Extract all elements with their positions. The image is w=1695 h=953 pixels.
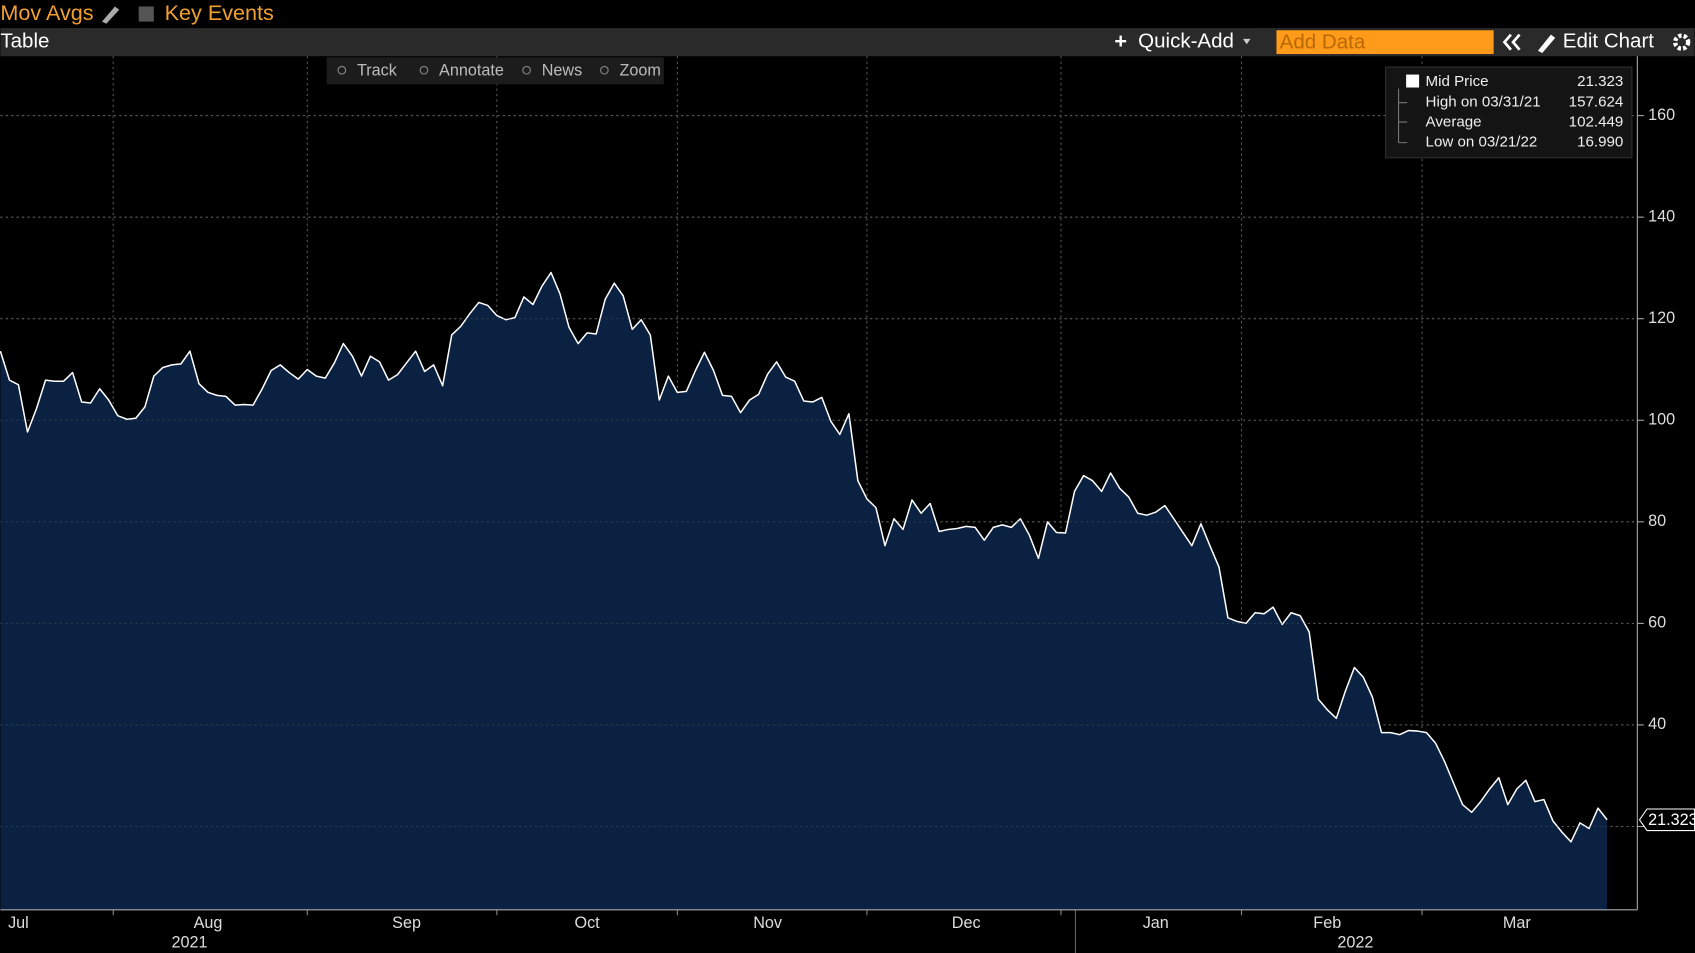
y-tick-label: 160 (1648, 106, 1675, 124)
x-tick-label: Feb (1313, 914, 1341, 932)
price-line (0, 271, 1608, 843)
legend-swatch (1406, 74, 1420, 88)
tool-icon (522, 65, 531, 75)
collapse-icon[interactable] (1502, 33, 1521, 51)
table-tab[interactable]: Table (0, 30, 49, 53)
x-tick-label: Nov (753, 914, 783, 932)
stat-value: 102.449 (1569, 114, 1624, 131)
x-tick-label: Dec (952, 914, 981, 932)
mov-avgs[interactable]: Mov Avgs (0, 0, 93, 25)
year-label: 2022 (1337, 934, 1373, 952)
tool-icon (419, 65, 429, 75)
edit-icon[interactable] (1537, 34, 1556, 53)
year-label: 2021 (171, 934, 207, 952)
y-tick-label: 60 (1648, 614, 1666, 632)
y-tick-label: 140 (1648, 207, 1675, 225)
stat-value: 157.624 (1569, 94, 1624, 111)
y-tick-label: 80 (1648, 512, 1666, 530)
tool-group: Track Annotate News Zoom (337, 62, 661, 80)
add-data-placeholder: Add Data (1280, 31, 1366, 54)
y-tick-label: 120 (1648, 309, 1675, 327)
dropdown-icon[interactable] (1242, 38, 1251, 45)
x-tick-label: Sep (392, 914, 421, 932)
tool-icon (337, 65, 347, 75)
y-tick-label: 40 (1648, 715, 1666, 733)
x-tick-label: Mar (1503, 914, 1531, 932)
plot: JulAugSepOctNovDecJanFebMar2021202220406… (0, 56, 1695, 953)
area (0, 272, 1608, 910)
x-tick-label: Oct (575, 914, 601, 932)
key-events[interactable]: Key Events (165, 0, 274, 25)
stat-value: 16.990 (1577, 134, 1623, 151)
edit-chart[interactable]: Edit Chart (1563, 30, 1655, 53)
plus-icon[interactable]: + (1114, 28, 1127, 53)
x-tick-label: Jan (1143, 914, 1169, 932)
legend-tree (1398, 88, 1408, 144)
legend-box (1385, 66, 1633, 159)
tool-icon (600, 65, 609, 75)
stat-label: Low on 03/21/22 (1426, 134, 1538, 151)
legend-value: 21.323 (1577, 73, 1623, 90)
tool-button[interactable]: Annotate (439, 62, 504, 80)
x-tick-label: Aug (194, 914, 223, 932)
legend-name: Mid Price (1426, 73, 1489, 90)
tool-button[interactable]: Track (357, 62, 398, 80)
add-data-input[interactable] (1276, 30, 1494, 55)
checkbox[interactable] (138, 6, 154, 22)
settings-icon[interactable] (1673, 33, 1691, 51)
y-tick-label: 100 (1648, 411, 1675, 429)
tool-button[interactable]: Zoom (620, 62, 661, 80)
stat-label: High on 03/31/21 (1426, 94, 1541, 111)
pencil-icon[interactable] (101, 6, 120, 24)
stat-label: Average (1426, 114, 1482, 131)
tool-button[interactable]: News (542, 62, 582, 80)
x-tick-label: Jul (8, 914, 29, 932)
last-price-label: 21.323 (1648, 811, 1695, 829)
quick-add[interactable]: Quick-Add (1138, 30, 1234, 53)
